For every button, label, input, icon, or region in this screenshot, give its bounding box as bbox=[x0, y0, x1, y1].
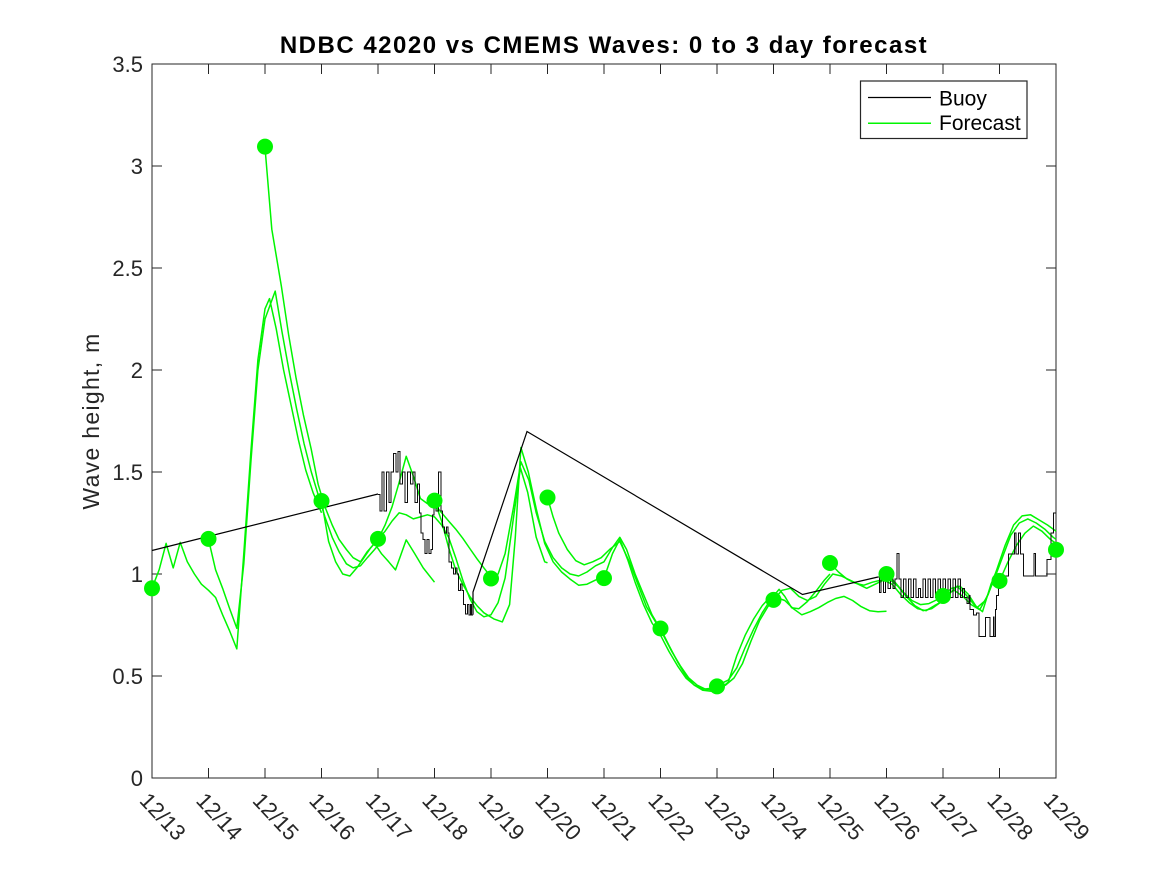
svg-text:NDBC 42020 vs CMEMS Waves: 0 t: NDBC 42020 vs CMEMS Waves: 0 to 3 day fo… bbox=[280, 32, 928, 59]
svg-text:3: 3 bbox=[131, 154, 143, 179]
svg-text:Forecast: Forecast bbox=[939, 112, 1021, 135]
svg-text:3.5: 3.5 bbox=[112, 52, 143, 77]
svg-text:1.5: 1.5 bbox=[112, 460, 143, 485]
svg-text:0.5: 0.5 bbox=[112, 664, 143, 689]
svg-text:2: 2 bbox=[131, 358, 143, 383]
svg-text:Wave height, m: Wave height, m bbox=[78, 332, 104, 509]
svg-text:0: 0 bbox=[131, 766, 143, 791]
svg-text:Buoy: Buoy bbox=[939, 88, 987, 111]
svg-text:1: 1 bbox=[131, 562, 143, 587]
svg-text:2.5: 2.5 bbox=[112, 256, 143, 281]
